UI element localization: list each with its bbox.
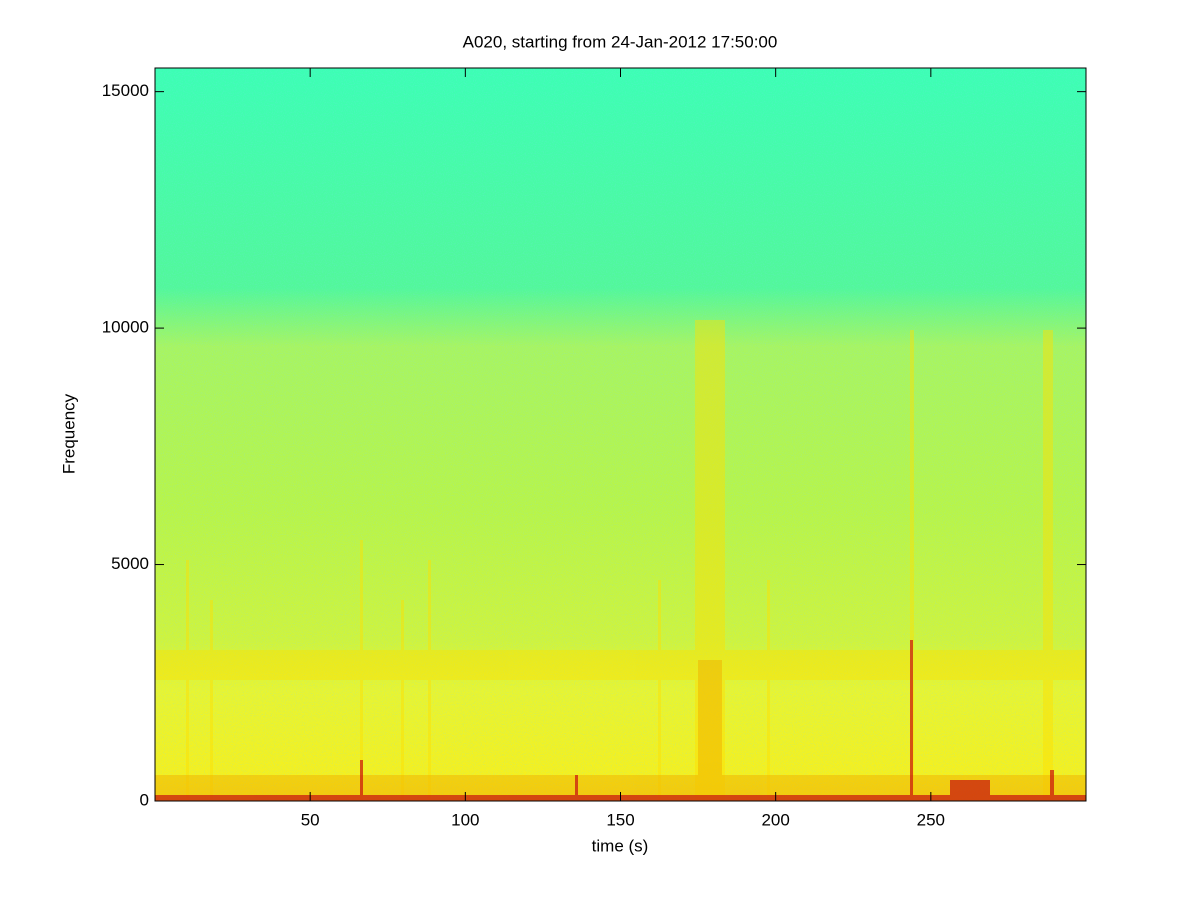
- x-tick-label: 250: [917, 810, 945, 829]
- y-tick-label: 15000: [102, 81, 149, 100]
- plot-area: [154, 67, 1087, 802]
- y-axis-label: Frequency: [59, 393, 78, 474]
- x-tick-label: 200: [761, 810, 789, 829]
- x-tick-label: 100: [451, 810, 479, 829]
- chart-title: A020, starting from 24-Jan-2012 17:50:00: [463, 32, 778, 51]
- y-tick-label: 5000: [111, 554, 149, 573]
- x-tick-label: 150: [606, 810, 634, 829]
- x-tick-label: 50: [301, 810, 320, 829]
- spectrogram-streaks: [155, 320, 1086, 800]
- y-tick-label: 10000: [102, 318, 149, 337]
- x-axis-label: time (s): [592, 836, 649, 855]
- spectrogram-texture: [155, 68, 1086, 801]
- y-tick-label: 0: [140, 790, 149, 809]
